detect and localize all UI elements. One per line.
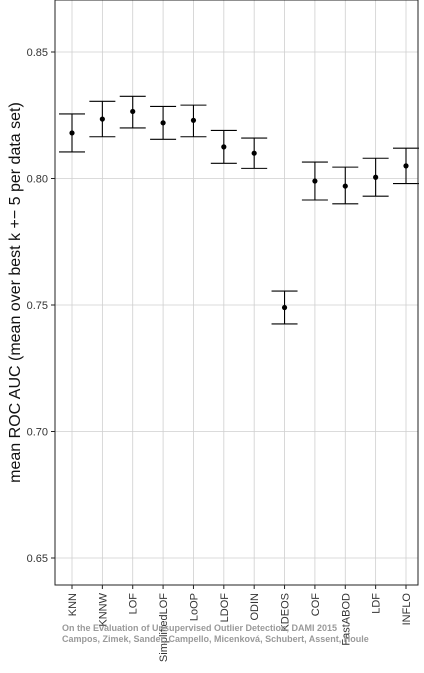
y-axis-title: mean ROC AUC (mean over best k +− 5 per … [7, 102, 24, 483]
mean-point [69, 130, 75, 136]
mean-point [312, 178, 318, 184]
x-tick-label: KNNW [97, 592, 109, 626]
y-tick-label: 0.65 [27, 553, 48, 565]
grid-layer [55, 0, 418, 585]
y-tick-label: 0.70 [27, 427, 48, 439]
x-axis-ticks: KNN KNNW LOF SimplifiedLOF LoOP LDOF ODIN KDEOS… [67, 585, 413, 662]
mean-point [373, 174, 379, 180]
y-tick-label: 0.75 [27, 300, 48, 312]
x-tick-label: LOF [128, 593, 140, 615]
mean-point [99, 116, 105, 122]
y-tick-label: 0.85 [27, 47, 48, 59]
x-tick-label: LDF [371, 593, 383, 614]
watermark-line-1: On the Evaluation of Unsupervised Outlie… [62, 623, 337, 633]
plot-frame [54, 0, 419, 586]
watermark-line-2: Campos, Zimek, Sander, Campello, Micenko… [62, 634, 369, 644]
x-tick-label: LDOF [219, 593, 231, 623]
x-tick-label: ODIN [249, 593, 261, 621]
x-tick-label: KDEOS [280, 593, 292, 632]
x-tick-label: INFLO [401, 593, 413, 626]
x-tick-label: FastABOD [340, 593, 352, 646]
mean-point [251, 150, 257, 156]
x-tick-label: LoOP [188, 593, 200, 621]
y-axis-ticks: 0.65 0.70 0.75 0.80 0.85 [27, 47, 55, 565]
mean-point [221, 144, 227, 150]
mean-point [403, 163, 409, 169]
mean-point [342, 183, 348, 189]
mean-point [281, 304, 288, 311]
x-tick-label: SimplifiedLOF [158, 593, 170, 662]
x-tick-label: KNN [67, 593, 79, 616]
mean-point [130, 108, 136, 115]
x-tick-label: COF [310, 593, 322, 617]
error-bars [59, 95, 419, 325]
mean-point [190, 117, 197, 123]
y-tick-label: 0.80 [27, 174, 48, 186]
mean-point [160, 120, 166, 126]
